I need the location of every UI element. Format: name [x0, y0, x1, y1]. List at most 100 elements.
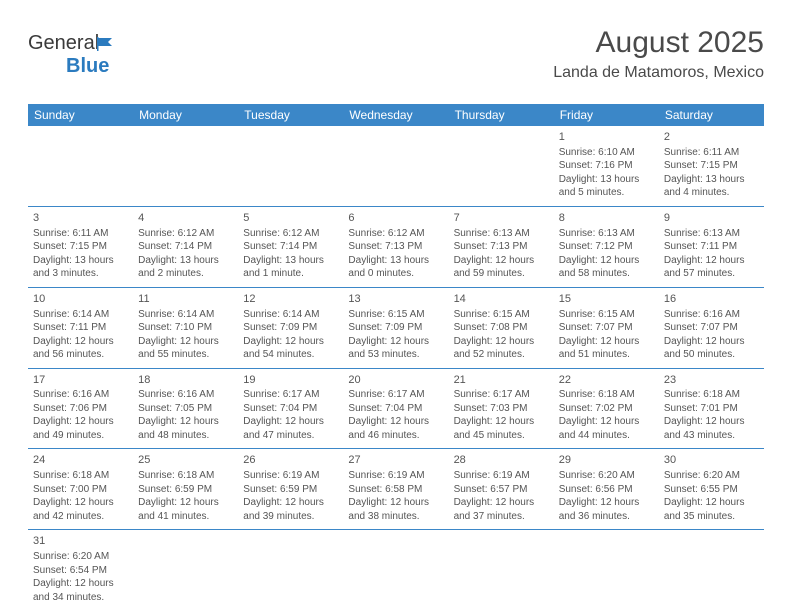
sunrise-line: Sunrise: 6:12 AM: [243, 227, 338, 241]
day-header: Saturday: [659, 104, 764, 126]
sunset-line: Sunset: 7:14 PM: [243, 240, 338, 254]
day-number: 8: [559, 211, 654, 226]
day-cell: [343, 530, 448, 610]
sunrise-line: Sunrise: 6:11 AM: [33, 227, 128, 241]
sunset-line: Sunset: 7:15 PM: [664, 159, 759, 173]
week-row: 10Sunrise: 6:14 AMSunset: 7:11 PMDayligh…: [28, 288, 764, 369]
day-number: 21: [454, 373, 549, 388]
sunrise-line: Sunrise: 6:15 AM: [559, 308, 654, 322]
day-cell: 7Sunrise: 6:13 AMSunset: 7:13 PMDaylight…: [449, 207, 554, 287]
sunset-line: Sunset: 7:11 PM: [664, 240, 759, 254]
day-cell: 27Sunrise: 6:19 AMSunset: 6:58 PMDayligh…: [343, 449, 448, 529]
daylight-line-1: Daylight: 12 hours: [348, 335, 443, 349]
day-number: 5: [243, 211, 338, 226]
day-cell: 17Sunrise: 6:16 AMSunset: 7:06 PMDayligh…: [28, 369, 133, 449]
day-cell: 18Sunrise: 6:16 AMSunset: 7:05 PMDayligh…: [133, 369, 238, 449]
daylight-line-1: Daylight: 12 hours: [454, 496, 549, 510]
day-header: Sunday: [28, 104, 133, 126]
day-cell: 1Sunrise: 6:10 AMSunset: 7:16 PMDaylight…: [554, 126, 659, 206]
daylight-line-2: and 48 minutes.: [138, 429, 233, 443]
week-row: 3Sunrise: 6:11 AMSunset: 7:15 PMDaylight…: [28, 207, 764, 288]
day-cell: [133, 530, 238, 610]
day-number: 27: [348, 453, 443, 468]
sunset-line: Sunset: 7:15 PM: [33, 240, 128, 254]
daylight-line-2: and 46 minutes.: [348, 429, 443, 443]
daylight-line-1: Daylight: 12 hours: [33, 496, 128, 510]
daylight-line-2: and 42 minutes.: [33, 510, 128, 524]
daylight-line-1: Daylight: 12 hours: [138, 335, 233, 349]
daylight-line-1: Daylight: 12 hours: [33, 335, 128, 349]
daylight-line-1: Daylight: 12 hours: [243, 415, 338, 429]
daylight-line-1: Daylight: 12 hours: [664, 254, 759, 268]
sunset-line: Sunset: 7:09 PM: [348, 321, 443, 335]
sunset-line: Sunset: 7:10 PM: [138, 321, 233, 335]
sunset-line: Sunset: 6:55 PM: [664, 483, 759, 497]
day-header: Thursday: [449, 104, 554, 126]
daylight-line-1: Daylight: 12 hours: [348, 415, 443, 429]
sunset-line: Sunset: 7:09 PM: [243, 321, 338, 335]
day-cell: 25Sunrise: 6:18 AMSunset: 6:59 PMDayligh…: [133, 449, 238, 529]
sunrise-line: Sunrise: 6:12 AM: [348, 227, 443, 241]
day-header: Wednesday: [343, 104, 448, 126]
calendar-header-row: SundayMondayTuesdayWednesdayThursdayFrid…: [28, 104, 764, 126]
daylight-line-2: and 38 minutes.: [348, 510, 443, 524]
daylight-line-2: and 0 minutes.: [348, 267, 443, 281]
sunset-line: Sunset: 7:07 PM: [664, 321, 759, 335]
sunrise-line: Sunrise: 6:20 AM: [559, 469, 654, 483]
location: Landa de Matamoros, Mexico: [553, 64, 764, 82]
day-cell: 19Sunrise: 6:17 AMSunset: 7:04 PMDayligh…: [238, 369, 343, 449]
day-cell: [28, 126, 133, 206]
day-number: 2: [664, 130, 759, 145]
daylight-line-2: and 35 minutes.: [664, 510, 759, 524]
day-cell: [238, 126, 343, 206]
day-cell: [343, 126, 448, 206]
sunrise-line: Sunrise: 6:14 AM: [138, 308, 233, 322]
day-cell: 24Sunrise: 6:18 AMSunset: 7:00 PMDayligh…: [28, 449, 133, 529]
sunrise-line: Sunrise: 6:12 AM: [138, 227, 233, 241]
day-number: 10: [33, 292, 128, 307]
day-number: 26: [243, 453, 338, 468]
sunrise-line: Sunrise: 6:15 AM: [454, 308, 549, 322]
day-number: 25: [138, 453, 233, 468]
day-cell: 11Sunrise: 6:14 AMSunset: 7:10 PMDayligh…: [133, 288, 238, 368]
daylight-line-1: Daylight: 13 hours: [348, 254, 443, 268]
day-cell: 13Sunrise: 6:15 AMSunset: 7:09 PMDayligh…: [343, 288, 448, 368]
day-cell: [659, 530, 764, 610]
daylight-line-1: Daylight: 13 hours: [243, 254, 338, 268]
sunrise-line: Sunrise: 6:19 AM: [243, 469, 338, 483]
day-cell: 8Sunrise: 6:13 AMSunset: 7:12 PMDaylight…: [554, 207, 659, 287]
day-cell: [554, 530, 659, 610]
sunrise-line: Sunrise: 6:13 AM: [664, 227, 759, 241]
week-row: 1Sunrise: 6:10 AMSunset: 7:16 PMDaylight…: [28, 126, 764, 207]
day-cell: 14Sunrise: 6:15 AMSunset: 7:08 PMDayligh…: [449, 288, 554, 368]
sunset-line: Sunset: 7:04 PM: [348, 402, 443, 416]
sunrise-line: Sunrise: 6:17 AM: [243, 388, 338, 402]
sunrise-line: Sunrise: 6:13 AM: [454, 227, 549, 241]
daylight-line-2: and 57 minutes.: [664, 267, 759, 281]
daylight-line-2: and 41 minutes.: [138, 510, 233, 524]
sunset-line: Sunset: 7:14 PM: [138, 240, 233, 254]
sunrise-line: Sunrise: 6:19 AM: [454, 469, 549, 483]
daylight-line-1: Daylight: 12 hours: [559, 496, 654, 510]
sunset-line: Sunset: 6:59 PM: [138, 483, 233, 497]
daylight-line-2: and 53 minutes.: [348, 348, 443, 362]
day-cell: 23Sunrise: 6:18 AMSunset: 7:01 PMDayligh…: [659, 369, 764, 449]
daylight-line-2: and 4 minutes.: [664, 186, 759, 200]
day-cell: 10Sunrise: 6:14 AMSunset: 7:11 PMDayligh…: [28, 288, 133, 368]
day-cell: 3Sunrise: 6:11 AMSunset: 7:15 PMDaylight…: [28, 207, 133, 287]
logo: General Blue: [28, 32, 117, 78]
daylight-line-1: Daylight: 12 hours: [243, 335, 338, 349]
sunset-line: Sunset: 6:54 PM: [33, 564, 128, 578]
day-number: 19: [243, 373, 338, 388]
daylight-line-1: Daylight: 13 hours: [33, 254, 128, 268]
daylight-line-2: and 43 minutes.: [664, 429, 759, 443]
flag-icon: [97, 37, 117, 51]
day-cell: [238, 530, 343, 610]
daylight-line-1: Daylight: 12 hours: [138, 415, 233, 429]
sunrise-line: Sunrise: 6:19 AM: [348, 469, 443, 483]
day-number: 9: [664, 211, 759, 226]
sunrise-line: Sunrise: 6:20 AM: [33, 550, 128, 564]
sunset-line: Sunset: 7:00 PM: [33, 483, 128, 497]
day-cell: [449, 530, 554, 610]
daylight-line-2: and 45 minutes.: [454, 429, 549, 443]
